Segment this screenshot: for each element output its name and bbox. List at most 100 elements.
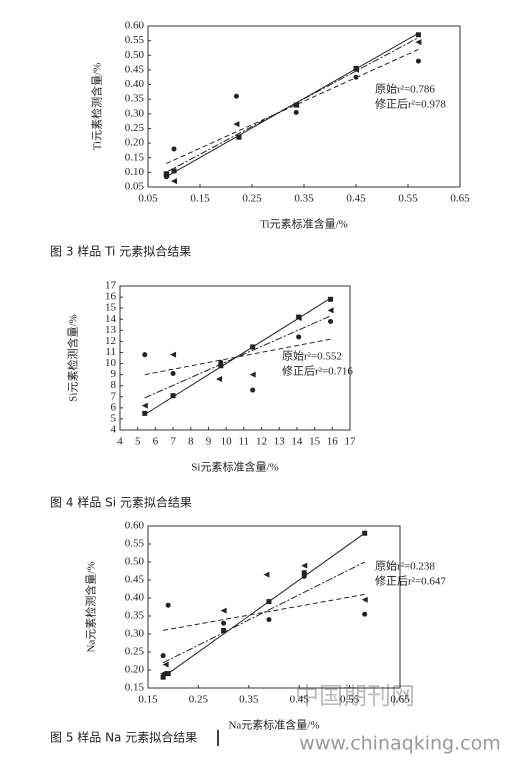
point [141, 402, 148, 409]
y-tick-label: 0.05 [125, 181, 145, 193]
y-tick-label: 0.25 [125, 122, 145, 134]
point [170, 371, 176, 377]
y-tick-label: 9 [111, 368, 117, 380]
point [250, 387, 256, 393]
point [170, 393, 176, 399]
watermark-url: www.chinaqking.com [299, 733, 500, 755]
x-tick-label: 15 [309, 436, 321, 448]
fit-line [165, 32, 419, 178]
point [233, 93, 239, 99]
point [249, 371, 256, 378]
point [221, 620, 227, 626]
y-tick-label: 0.40 [125, 78, 145, 90]
y-tick-label: 0.60 [125, 520, 145, 532]
point [301, 573, 307, 579]
y-tick-label: 0.25 [125, 646, 145, 658]
point [415, 39, 422, 46]
plot-frame [147, 525, 401, 689]
x-axis-label: Na元素标准含量/% [228, 718, 319, 732]
y-tick-label: 5 [111, 412, 117, 424]
watermark-title: 中国期刊网 [295, 682, 415, 710]
x-tick-label: 0.35 [239, 694, 259, 706]
y-tick-label: 0.50 [125, 556, 145, 568]
fit-line [144, 315, 331, 399]
x-tick-label: 16 [327, 436, 339, 448]
x-tick-label: 0.15 [138, 694, 158, 706]
point [293, 109, 299, 115]
point [218, 363, 224, 369]
y-tick-label: 16 [105, 291, 117, 303]
y-tick-label: 13 [105, 324, 117, 336]
point [236, 134, 242, 140]
point [171, 178, 177, 185]
y-tick-label: 0.20 [125, 137, 145, 149]
point [415, 32, 421, 38]
y-tick-label: 7 [111, 390, 117, 402]
x-axis-label: Si元素标准含量/% [191, 460, 278, 474]
x-tick-label: 0.35 [294, 193, 314, 205]
fit-line [165, 48, 419, 165]
y-tick-label: 0.35 [125, 610, 145, 622]
x-tick-label: 14 [291, 436, 303, 448]
point [171, 168, 177, 174]
point [327, 307, 334, 314]
x-tick-label: 4 [117, 436, 123, 448]
x-tick-label: 17 [345, 436, 357, 448]
x-tick-label: 7 [170, 436, 176, 448]
y-axis-label: Ti元素检测含量/% [90, 63, 104, 151]
annotation: 修正后r²=0.716 [282, 364, 353, 378]
y-tick-label: 0.30 [125, 628, 145, 640]
y-tick-label: 14 [105, 313, 117, 325]
point [361, 596, 368, 603]
x-tick-label: 10 [221, 436, 233, 448]
x-tick-label: 11 [239, 436, 250, 448]
x-tick-label: 0.55 [398, 193, 418, 205]
y-tick-label: 11 [105, 346, 116, 358]
y-tick-label: 0.60 [125, 20, 145, 32]
point [165, 671, 171, 677]
x-tick-label: 0.65 [390, 694, 410, 706]
annotation: 修正后r²=0.647 [375, 574, 446, 588]
y-tick-label: 0.10 [125, 166, 145, 178]
point [160, 674, 166, 680]
point [362, 611, 368, 617]
point [328, 296, 334, 302]
y-tick-label: 0.55 [125, 538, 145, 550]
point [170, 351, 177, 358]
point [295, 315, 302, 322]
point [353, 74, 359, 80]
point [266, 617, 272, 623]
point [160, 653, 166, 659]
x-tick-label: 8 [188, 436, 194, 448]
point [165, 602, 171, 608]
y-tick-label: 15 [105, 302, 117, 314]
annotation: 原始r²=0.552 [282, 349, 342, 363]
point [171, 146, 177, 152]
x-tick-label: 0.25 [242, 193, 262, 205]
y-tick-label: 8 [111, 379, 117, 391]
y-tick-label: 0.15 [125, 682, 145, 694]
caption: 图 3 样品 Ti 元素拟合结果 [50, 244, 191, 259]
y-axis-label: Na元素检测含量/% [84, 561, 98, 652]
x-tick-label: 12 [256, 436, 267, 448]
y-tick-label: 0.35 [125, 93, 145, 105]
annotation: 修正后r²=0.978 [375, 97, 446, 111]
point [266, 599, 272, 605]
y-tick-label: 4 [111, 424, 117, 436]
x-tick-label: 0.65 [450, 193, 470, 205]
point [301, 562, 308, 569]
x-tick-label: 5 [135, 436, 141, 448]
point [142, 352, 148, 358]
point [233, 121, 240, 128]
y-tick-label: 0.30 [125, 107, 145, 119]
y-tick-label: 0.20 [125, 664, 145, 676]
x-tick-label: 0.45 [290, 694, 310, 706]
point [216, 376, 223, 383]
point [163, 172, 170, 179]
point [250, 344, 256, 350]
x-tick-label: 0.15 [190, 193, 210, 205]
point [220, 607, 227, 614]
y-tick-label: 0.45 [125, 574, 145, 586]
x-tick-label: 6 [153, 436, 159, 448]
